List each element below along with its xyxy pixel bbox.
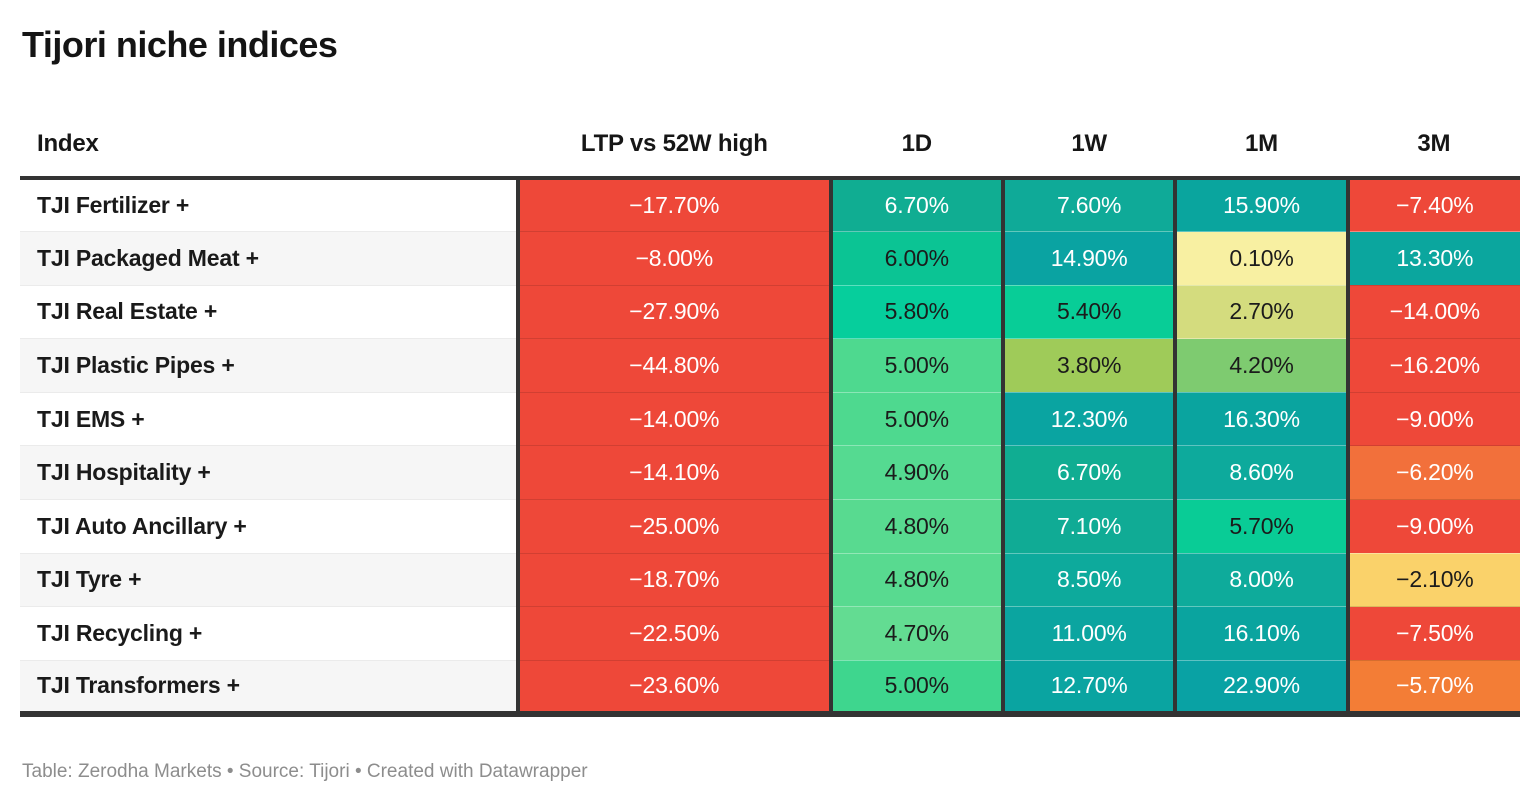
value-cell-1d: 5.00% [828, 338, 1003, 393]
column-header-1w: 1W [1002, 66, 1176, 180]
table-row: TJI Plastic Pipes + −44.80% 5.00% 3.80% 4.20… [20, 338, 1520, 393]
value-cell-ltp: −22.50% [515, 606, 831, 661]
index-cell: TJI Transformers + [20, 659, 518, 717]
value-cell-3m: −7.50% [1345, 606, 1520, 661]
value-cell-1w: 12.70% [1000, 659, 1176, 717]
value-cell-1d: 5.80% [828, 284, 1003, 339]
value-cell-ltp: −23.60% [515, 659, 831, 717]
value-cell-1d: 6.00% [828, 231, 1003, 286]
column-header-1m: 1M [1175, 66, 1348, 180]
table-row: TJI Transformers + −23.60% 5.00% 12.70% 22.9… [20, 659, 1520, 717]
value-cell-1m: 0.10% [1173, 231, 1348, 286]
table-row: TJI Tyre + −18.70% 4.80% 8.50% 8.00% −2.10% [20, 552, 1520, 607]
value-cell-3m: −9.00% [1345, 499, 1520, 554]
value-cell-1m: 2.70% [1173, 284, 1348, 339]
column-header-index: Index [20, 66, 518, 180]
table-row: TJI Auto Ancillary + −25.00% 4.80% 7.10% 5.7… [20, 499, 1520, 554]
indices-table: Index LTP vs 52W high 1D 1W 1M 3M TJI Fe… [20, 66, 1520, 717]
value-cell-ltp: −8.00% [515, 231, 831, 286]
value-cell-1m: 16.30% [1173, 391, 1348, 446]
value-cell-1d: 4.90% [828, 445, 1003, 500]
value-cell-3m: −2.10% [1345, 552, 1520, 607]
column-header-3m: 3M [1347, 66, 1520, 180]
value-cell-1m: 5.70% [1173, 499, 1348, 554]
value-cell-1w: 7.60% [1000, 178, 1176, 232]
index-cell: TJI Auto Ancillary + [20, 499, 518, 554]
value-cell-ltp: −14.10% [515, 445, 831, 500]
value-cell-ltp: −17.70% [515, 178, 831, 232]
value-cell-1d: 5.00% [828, 391, 1003, 446]
value-cell-1d: 5.00% [828, 659, 1003, 717]
index-cell: TJI Real Estate + [20, 284, 518, 339]
value-cell-1m: 22.90% [1173, 659, 1348, 717]
table-body: TJI Fertilizer + −17.70% 6.70% 7.60% 15.90% −… [20, 178, 1520, 717]
value-cell-ltp: −18.70% [515, 552, 831, 607]
value-cell-1m: 8.60% [1173, 445, 1348, 500]
value-cell-3m: −16.20% [1345, 338, 1520, 393]
value-cell-ltp: −27.90% [515, 284, 831, 339]
table-row: TJI Packaged Meat + −8.00% 6.00% 14.90% 0.10… [20, 231, 1520, 286]
index-cell: TJI Tyre + [20, 552, 518, 607]
value-cell-1w: 11.00% [1000, 606, 1176, 661]
value-cell-3m: −14.00% [1345, 284, 1520, 339]
value-cell-1w: 14.90% [1000, 231, 1176, 286]
value-cell-1m: 8.00% [1173, 552, 1348, 607]
value-cell-ltp: −14.00% [515, 391, 831, 446]
value-cell-1w: 5.40% [1000, 284, 1176, 339]
value-cell-1m: 4.20% [1173, 338, 1348, 393]
value-cell-1w: 7.10% [1000, 499, 1176, 554]
value-cell-3m: −6.20% [1345, 445, 1520, 500]
value-cell-1w: 8.50% [1000, 552, 1176, 607]
value-cell-1d: 4.70% [828, 606, 1003, 661]
table-row: TJI Hospitality + −14.10% 4.90% 6.70% 8.60% −… [20, 445, 1520, 500]
value-cell-1m: 15.90% [1173, 178, 1348, 232]
value-cell-3m: −9.00% [1345, 391, 1520, 446]
header-row: Index LTP vs 52W high 1D 1W 1M 3M [20, 66, 1520, 180]
value-cell-3m: −7.40% [1345, 178, 1520, 232]
value-cell-1d: 4.80% [828, 499, 1003, 554]
table-header: Index LTP vs 52W high 1D 1W 1M 3M [20, 66, 1520, 180]
page-title: Tijori niche indices [22, 24, 338, 65]
footer-credit: Table: Zerodha Markets • Source: Tijori … [22, 760, 588, 782]
value-cell-ltp: −25.00% [515, 499, 831, 554]
value-cell-1d: 6.70% [828, 178, 1003, 232]
value-cell-3m: −5.70% [1345, 659, 1520, 717]
table-row: TJI Recycling + −22.50% 4.70% 11.00% 16.10% −… [20, 606, 1520, 661]
index-cell: TJI Packaged Meat + [20, 231, 518, 286]
value-cell-1m: 16.10% [1173, 606, 1348, 661]
table-row: TJI EMS + −14.00% 5.00% 12.30% 16.30% −9.00% [20, 391, 1520, 446]
value-cell-1w: 3.80% [1000, 338, 1176, 393]
index-cell: TJI EMS + [20, 391, 518, 446]
value-cell-1d: 4.80% [828, 552, 1003, 607]
column-header-1d: 1D [830, 66, 1003, 180]
index-cell: TJI Fertilizer + [20, 178, 518, 232]
index-cell: TJI Recycling + [20, 606, 518, 661]
table-row: TJI Real Estate + −27.90% 5.80% 5.40% 2.70% −… [20, 284, 1520, 339]
index-cell: TJI Hospitality + [20, 445, 518, 500]
index-cell: TJI Plastic Pipes + [20, 338, 518, 393]
column-header-ltp-vs-52w-high: LTP vs 52W high [517, 66, 831, 180]
value-cell-ltp: −44.80% [515, 338, 831, 393]
table-row: TJI Fertilizer + −17.70% 6.70% 7.60% 15.90% −… [20, 178, 1520, 232]
value-cell-3m: 13.30% [1345, 231, 1520, 286]
value-cell-1w: 6.70% [1000, 445, 1176, 500]
value-cell-1w: 12.30% [1000, 391, 1176, 446]
